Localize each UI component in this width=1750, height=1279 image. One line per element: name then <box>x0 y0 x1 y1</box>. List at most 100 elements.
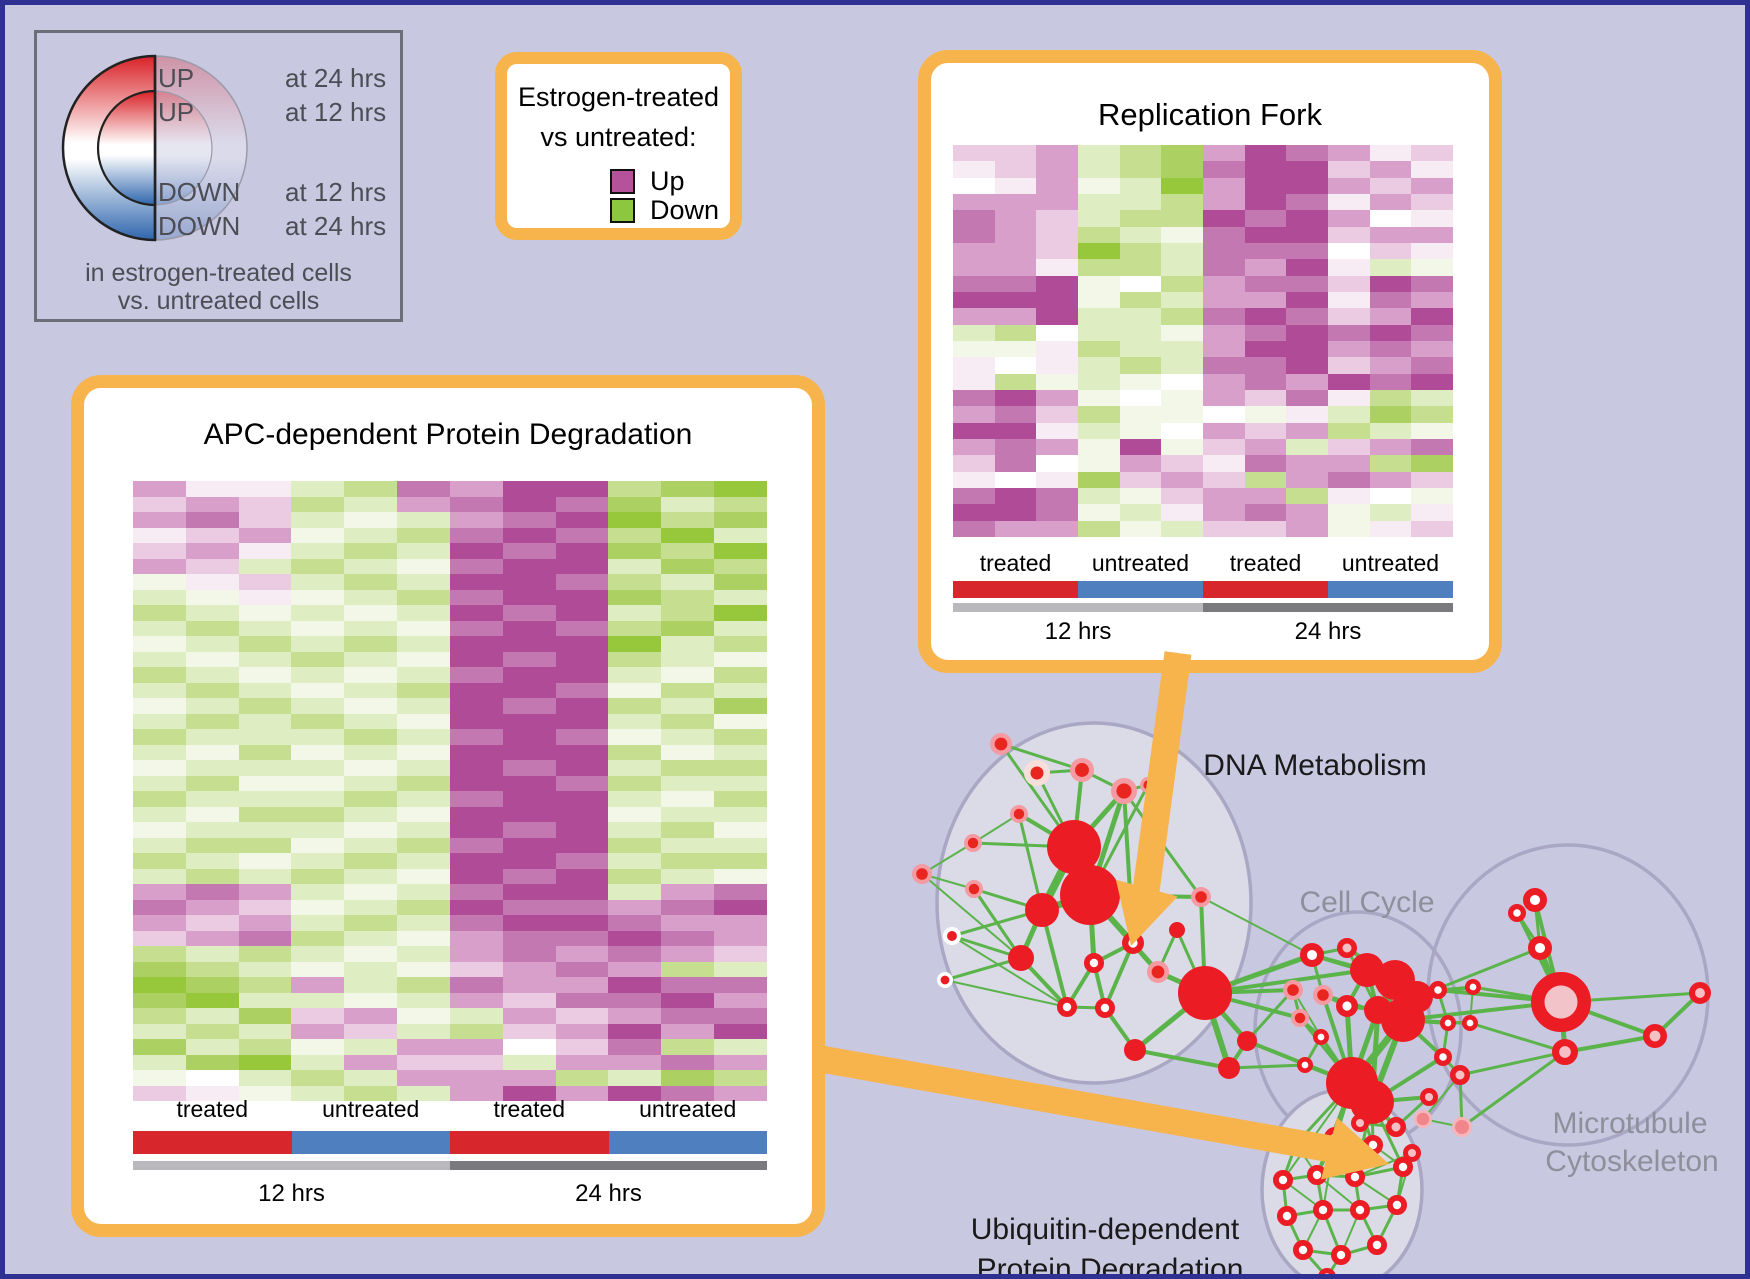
heatmap-cell <box>555 1039 609 1055</box>
heatmap-cell <box>185 496 239 512</box>
network-node <box>1464 979 1481 996</box>
network-edge <box>972 813 1020 844</box>
heatmap-cell <box>1119 471 1162 488</box>
heatmap-row <box>953 438 1454 456</box>
heatmap-cell <box>1286 324 1329 341</box>
heatmap-cell <box>1119 291 1162 309</box>
heatmap-cell <box>502 651 556 667</box>
heatmap-cell <box>185 806 239 822</box>
heatmap-cell <box>397 915 450 931</box>
heatmap-cell <box>397 605 450 621</box>
heatmap-cell <box>1078 161 1120 178</box>
heatmap-cell <box>238 574 292 590</box>
heatmap-cell <box>1411 406 1454 423</box>
heatmap-row <box>953 504 1454 521</box>
heatmap-cell <box>133 760 186 776</box>
heatmap-cell <box>344 1054 398 1070</box>
down-color-swatch <box>610 198 635 223</box>
heatmap-row <box>133 744 767 760</box>
heatmap-cell <box>1411 438 1454 456</box>
updown-row-dir: UP <box>158 63 195 93</box>
heatmap-cell <box>397 1008 450 1024</box>
heatmap-cell <box>291 1070 345 1086</box>
heatmap-cell <box>185 698 239 714</box>
heatmap-cell <box>397 853 450 869</box>
heatmap-cell <box>1161 324 1204 341</box>
heatmap-cell <box>344 837 398 853</box>
group-label: untreated <box>639 1096 737 1122</box>
heatmap-cell <box>1161 406 1204 423</box>
heatmap-cell <box>344 868 398 884</box>
heatmap-cell <box>1161 259 1204 276</box>
heatmap-cell <box>714 574 767 590</box>
heatmap-cell <box>133 1023 186 1039</box>
network-node <box>936 971 953 988</box>
heatmap-cell <box>994 438 1037 456</box>
heatmap-cell <box>608 744 662 760</box>
heatmap-cell <box>1286 373 1329 390</box>
heatmap-cell <box>449 496 503 512</box>
heatmap-cell <box>1244 455 1287 472</box>
heatmap-cell <box>661 930 715 946</box>
network-edge <box>944 979 1068 1008</box>
untreated-bar <box>1078 581 1203 598</box>
heatmap-cell <box>502 1039 556 1055</box>
heatmap-cell <box>1244 242 1287 260</box>
heatmap-cell <box>661 760 715 776</box>
heatmap-cell <box>449 698 503 714</box>
heatmap-cell <box>397 481 450 497</box>
heatmap-cell <box>291 822 345 838</box>
network-node <box>1293 1240 1314 1261</box>
heatmap-cell <box>1369 422 1412 439</box>
heatmap-cell <box>1411 275 1454 292</box>
rf-treatment-bars <box>953 581 1453 598</box>
heatmap-cell <box>608 651 662 667</box>
heatmap-cell <box>238 543 292 559</box>
heatmap-cell <box>608 977 662 993</box>
heatmap-cell <box>502 558 556 574</box>
heatmap-row <box>133 698 767 714</box>
heatmap-cell <box>397 760 450 776</box>
network-node <box>1335 995 1358 1018</box>
heatmap-cell <box>238 558 292 574</box>
heatmap-cell <box>502 713 556 729</box>
network-edge <box>972 888 1023 959</box>
heatmap-cell <box>185 1039 239 1055</box>
network-node <box>1689 982 1712 1005</box>
heatmap-cell <box>953 487 995 505</box>
heatmap-cell <box>608 667 662 683</box>
heatmap-cell <box>1244 275 1287 292</box>
heatmap-cell <box>344 760 398 776</box>
heatmap-cell <box>344 729 398 745</box>
network-node <box>1450 1065 1470 1085</box>
network-node <box>1237 1031 1257 1051</box>
rf-time-bars <box>953 603 1453 612</box>
heatmap-cell <box>1286 177 1329 194</box>
heatmap-cell <box>449 527 503 543</box>
heatmap-cell <box>661 744 715 760</box>
heatmap-row <box>133 791 767 807</box>
heatmap-cell <box>1203 210 1245 227</box>
heatmap-row <box>953 324 1454 341</box>
network-node <box>1643 1023 1668 1048</box>
heatmap-cell <box>449 1023 503 1039</box>
heatmap-cell <box>185 682 239 698</box>
key-item-up-label: Up <box>650 166 685 196</box>
heatmap-cell <box>555 574 609 590</box>
heatmap-cell <box>661 729 715 745</box>
heatmap-cell <box>661 791 715 807</box>
network-node <box>1350 1113 1369 1132</box>
heatmap-cell <box>1161 471 1204 488</box>
heatmap-cell <box>449 837 503 853</box>
heatmap-cell <box>1203 389 1245 407</box>
heatmap-cell <box>1119 226 1162 243</box>
heatmap-cell <box>608 574 662 590</box>
heatmap-cell <box>608 791 662 807</box>
heatmap-cell <box>185 1070 239 1086</box>
heatmap-cell <box>555 713 609 729</box>
heatmap-cell <box>1119 487 1162 505</box>
heatmap-cell <box>1203 373 1245 390</box>
heatmap-cell <box>1369 487 1412 505</box>
heatmap-cell <box>1119 504 1162 521</box>
heatmap-cell <box>133 806 186 822</box>
